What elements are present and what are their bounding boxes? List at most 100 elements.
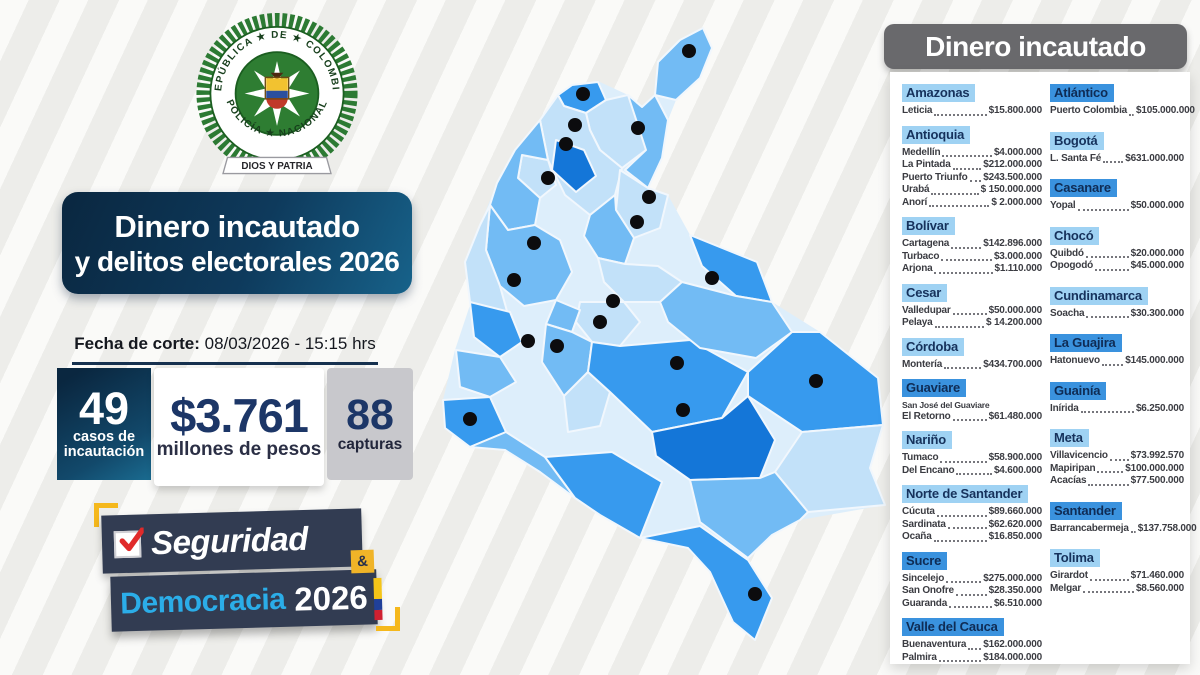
money-seized-panel: Amazonas Leticia $15.800.000 Antioquia Medel…	[890, 72, 1197, 664]
dotted-leader	[1130, 531, 1136, 533]
city-name: Acacías	[1050, 475, 1087, 486]
department-block: Amazonas Leticia $15.800.000	[902, 84, 1042, 118]
city-row: Yopal $50.000.000	[1050, 200, 1184, 213]
map-region	[651, 395, 776, 481]
city-name: San José del Guaviare	[902, 400, 990, 410]
democracia-banner: Democracia 2026	[110, 569, 378, 632]
seized-amount: $30.300.000	[1130, 307, 1185, 319]
ampersand-badge: &	[350, 549, 375, 574]
dotted-leader	[934, 325, 984, 328]
dotted-leader	[1083, 591, 1134, 593]
stat-capturas-label: capturas	[337, 436, 403, 453]
check-icon	[113, 527, 144, 558]
department-block: Atlántico Puerto Colombia $105.000.000	[1050, 84, 1195, 118]
panel-title: Dinero incautado	[884, 24, 1187, 69]
city-name: La Pintada	[902, 159, 951, 170]
department-block: Valle del Cauca Buenaventura $162.000.000 P…	[902, 618, 1042, 664]
city-row: Opogodó $45.000.000	[1050, 260, 1184, 273]
city-dot	[527, 236, 541, 250]
dotted-leader	[1101, 363, 1124, 366]
city-row: Ocaña $16.850.000	[902, 531, 1042, 544]
stat-capturas-value: 88	[346, 391, 394, 439]
seized-amount: $3.000.000	[993, 250, 1042, 262]
city-dot	[507, 273, 521, 287]
city-name: Medellín	[902, 146, 941, 158]
city-dot	[676, 403, 690, 417]
map-region	[654, 27, 713, 101]
gold-bracket-bottomright	[376, 607, 400, 631]
city-dot	[576, 87, 590, 101]
department-name: Meta	[1050, 429, 1089, 447]
city-dot	[748, 587, 762, 601]
department-name: Atlántico	[1050, 84, 1114, 102]
city-row: La Pintada $212.000.000	[902, 159, 1042, 172]
department-block: Cundinamarca Soacha $30.300.000	[1050, 286, 1185, 321]
seized-amount: $100.000.000	[1125, 462, 1184, 474]
dotted-leader	[936, 514, 987, 517]
department-name: Nariño	[902, 431, 952, 449]
city-row: Tumaco $58.900.000	[902, 452, 1042, 465]
city-row: Pelaya $ 14.200.000	[902, 317, 1042, 330]
map-region	[469, 301, 523, 358]
seized-amount: $105.000.000	[1136, 105, 1195, 116]
seized-amount: $6.510.000	[993, 597, 1042, 609]
city-row: Acacías $77.500.000	[1050, 475, 1184, 488]
seized-amount: $4.600.000	[993, 464, 1042, 476]
seized-amount: $20.000.000	[1130, 247, 1185, 259]
dotted-leader	[1129, 113, 1135, 116]
department-block: Guainía Inírida $6.250.000	[1050, 381, 1184, 416]
department-name: Cesar	[902, 283, 948, 302]
dotted-leader	[952, 313, 987, 315]
city-row: Palmira $184.000.000	[902, 652, 1042, 665]
stat-casos: 49 casos de incautación	[57, 368, 151, 480]
city-name: L. Santa Fé	[1050, 152, 1102, 164]
department-name: Chocó	[1050, 226, 1100, 245]
city-row: San José del Guaviare	[902, 400, 1042, 411]
title-line2: y delitos electorales 2026	[74, 245, 400, 277]
city-name: Sardinata	[902, 518, 946, 530]
department-name: Casanare	[1050, 179, 1117, 197]
city-name: Girardot	[1050, 570, 1088, 581]
city-name: Del Encano	[902, 464, 955, 476]
city-row: San Onofre $28.350.000	[902, 585, 1042, 598]
date-line: Fecha de corte: 08/03/2026 - 15:15 hrs	[72, 334, 378, 365]
city-row: Hatonuevo $145.000.000	[1050, 355, 1184, 368]
city-row: Inírida $6.250.000	[1050, 403, 1184, 416]
dotted-leader	[933, 539, 987, 542]
gold-bracket-topleft	[94, 503, 118, 527]
seguridad-banner: Seguridad	[101, 508, 363, 574]
map-region	[551, 139, 597, 193]
seized-amount: $ 150.000.000	[980, 184, 1043, 195]
logo-banner: DIOS Y PATRIA	[222, 156, 332, 175]
seized-amount: $243.500.000	[983, 171, 1042, 183]
colombia-flag-icon	[373, 577, 383, 621]
city-dot	[463, 412, 477, 426]
main-title: Dinero incautado y delitos electorales 2…	[62, 192, 412, 294]
seized-amount: $8.560.000	[1135, 582, 1184, 594]
city-row: Barrancabermeja $137.758.000	[1050, 523, 1197, 536]
dotted-leader	[951, 246, 982, 249]
city-row: Leticia $15.800.000	[902, 105, 1042, 118]
seized-amount: $631.000.000	[1125, 152, 1184, 164]
stat-pesos: $3.761 millones de pesos	[154, 368, 324, 486]
department-block: Antioquia Medellín $4.000.000 La Pintada $21…	[902, 125, 1043, 210]
city-row: El Retorno $61.480.000	[902, 411, 1042, 424]
dotted-leader	[941, 259, 992, 261]
condor-icon	[270, 72, 284, 80]
map-region	[624, 94, 669, 189]
city-name: El Retorno	[902, 410, 951, 422]
seized-amount: $434.700.000	[983, 358, 1042, 370]
department-block: Bolívar Cartagena $142.896.000 Turbaco $3.00…	[902, 217, 1042, 276]
city-row: Puerto Colombia $105.000.000	[1050, 105, 1195, 118]
stat-casos-label: casos de incautación	[63, 429, 145, 460]
seized-amount: $137.758.000	[1137, 522, 1197, 534]
department-name: Amazonas	[902, 84, 976, 102]
city-dot	[559, 137, 573, 151]
department-block: Cesar Valledupar $50.000.000 Pelaya $ 14.200…	[902, 283, 1042, 330]
city-name: Villavicencio	[1050, 450, 1108, 461]
city-row: Guaranda $6.510.000	[902, 598, 1042, 611]
city-row: Arjona $1.110.000	[902, 263, 1042, 276]
city-row: Villavicencio $73.992.570	[1050, 450, 1184, 463]
city-row: Quibdó $20.000.000	[1050, 248, 1184, 261]
panel-column-left: Amazonas Leticia $15.800.000 Antioquia Medel…	[902, 84, 1043, 663]
